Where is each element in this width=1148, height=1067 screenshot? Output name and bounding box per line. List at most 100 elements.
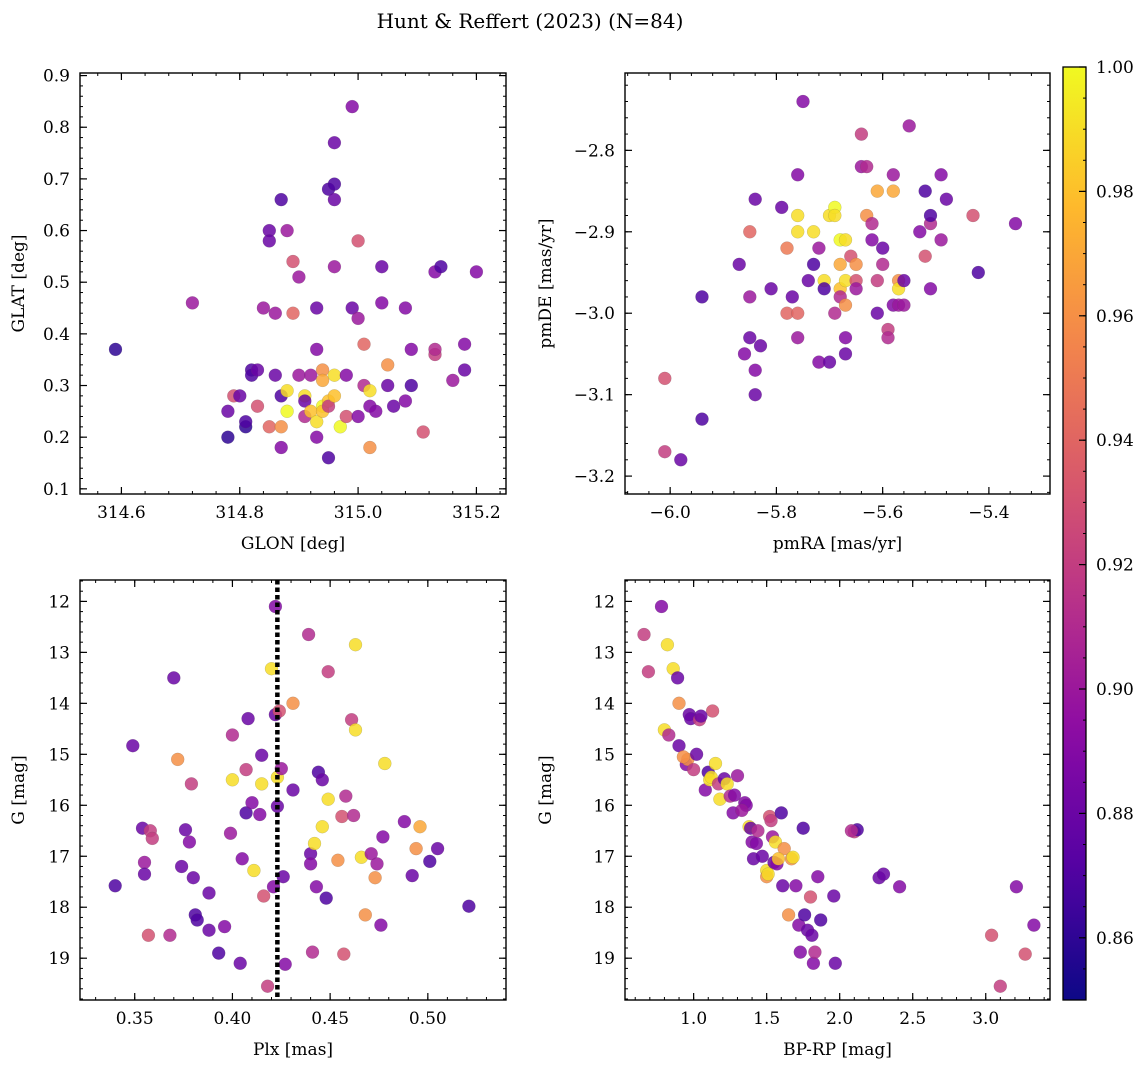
- data-point: [376, 830, 390, 844]
- y-tick-label: 14: [48, 694, 70, 714]
- data-point: [327, 136, 342, 150]
- data-point: [274, 420, 288, 434]
- y-tick-label: −3.0: [574, 304, 615, 324]
- data-point: [923, 208, 938, 223]
- y-tick-label: 18: [48, 898, 70, 918]
- data-point: [993, 979, 1007, 993]
- x-tick-label: 0.40: [213, 1009, 251, 1029]
- y-tick-label: 0.2: [43, 428, 70, 448]
- data-point: [212, 946, 226, 960]
- data-point: [876, 867, 891, 881]
- y-tick-label: 19: [593, 949, 615, 969]
- data-point: [163, 928, 177, 942]
- data-point: [934, 233, 948, 247]
- data-point: [761, 867, 775, 881]
- data-point: [670, 671, 685, 685]
- data-point: [808, 945, 822, 959]
- x-axis-label: Plx [mas]: [253, 1040, 333, 1060]
- data-point: [828, 956, 842, 970]
- data-point: [423, 854, 437, 869]
- data-point: [327, 177, 342, 191]
- data-point: [694, 709, 708, 723]
- data-point: [791, 306, 805, 320]
- data-point: [828, 306, 842, 320]
- data-point: [637, 627, 651, 642]
- data-point: [1018, 947, 1032, 961]
- data-point: [658, 445, 672, 459]
- data-point: [381, 358, 395, 372]
- y-tick-label: 0.4: [43, 325, 70, 345]
- panel-pmra_pmde: −6.0 −5.8 −5.6 −5.4 −3.2 −3.1 −3.0 −2.9 −2.8 pmRA…: [536, 72, 1051, 554]
- data-point: [363, 384, 377, 398]
- data-point: [791, 208, 805, 223]
- data-point: [886, 168, 900, 182]
- data-point: [897, 298, 911, 312]
- y-tick-label: 0.5: [43, 273, 70, 293]
- data-point: [397, 814, 412, 829]
- data-point: [876, 257, 890, 272]
- data-point: [225, 728, 240, 742]
- x-tick-label: 1.0: [680, 1009, 707, 1029]
- data-point: [292, 270, 306, 284]
- points: [108, 99, 484, 465]
- data-point: [346, 808, 361, 823]
- data-point: [865, 216, 879, 231]
- data-point: [286, 306, 300, 320]
- data-point: [315, 773, 329, 787]
- y-tick-label: 12: [593, 592, 615, 612]
- data-point: [457, 337, 472, 351]
- x-axis-label: GLON [deg]: [241, 534, 345, 554]
- data-point: [274, 440, 288, 455]
- data-point: [345, 301, 359, 315]
- data-point: [764, 282, 778, 296]
- data-point: [811, 870, 825, 884]
- y-tick-label: 17: [48, 847, 70, 867]
- data-point: [370, 857, 384, 871]
- data-point: [141, 928, 156, 942]
- data-point: [838, 233, 853, 247]
- data-point: [457, 363, 472, 377]
- x-tick-label: 0.45: [311, 1009, 349, 1029]
- y-tick-label: 13: [593, 643, 615, 663]
- data-point: [108, 879, 122, 893]
- data-point: [672, 696, 686, 710]
- data-point: [375, 260, 389, 274]
- data-point: [918, 249, 932, 263]
- x-tick-label: −5.4: [968, 503, 1009, 523]
- data-point: [185, 296, 200, 310]
- data-point: [764, 813, 778, 828]
- data-point: [806, 257, 821, 272]
- data-point: [737, 347, 752, 361]
- data-point: [364, 847, 378, 861]
- data-point: [233, 389, 247, 403]
- data-point: [182, 835, 197, 849]
- data-point: [378, 756, 392, 771]
- panel-glon_glat: 314.6 314.8 315.0 315.2 0.1 0.2 0.3 0.4 0.5 0.6 0.…: [9, 67, 507, 554]
- data-point: [375, 296, 389, 310]
- data-point: [806, 225, 821, 239]
- points: [658, 94, 1023, 467]
- data-point: [409, 841, 423, 856]
- data-point: [253, 807, 267, 822]
- data-point: [793, 945, 807, 959]
- data-point: [398, 394, 413, 408]
- data-point: [404, 378, 418, 393]
- data-point: [822, 355, 837, 369]
- data-point: [351, 234, 365, 248]
- x-tick-label: 1.5: [753, 1009, 780, 1029]
- data-point: [413, 820, 427, 834]
- data-point: [262, 420, 276, 434]
- data-point: [255, 777, 269, 791]
- data-point: [751, 824, 765, 838]
- data-point: [939, 192, 954, 206]
- data-point: [886, 184, 900, 198]
- data-point: [674, 453, 688, 467]
- data-point: [743, 290, 757, 304]
- y-axis-label: G [mag]: [9, 755, 29, 824]
- data-point: [686, 762, 701, 777]
- data-point: [849, 257, 863, 272]
- data-point: [662, 728, 676, 742]
- data-point: [654, 599, 669, 614]
- data-point: [735, 803, 749, 818]
- data-point: [286, 254, 300, 269]
